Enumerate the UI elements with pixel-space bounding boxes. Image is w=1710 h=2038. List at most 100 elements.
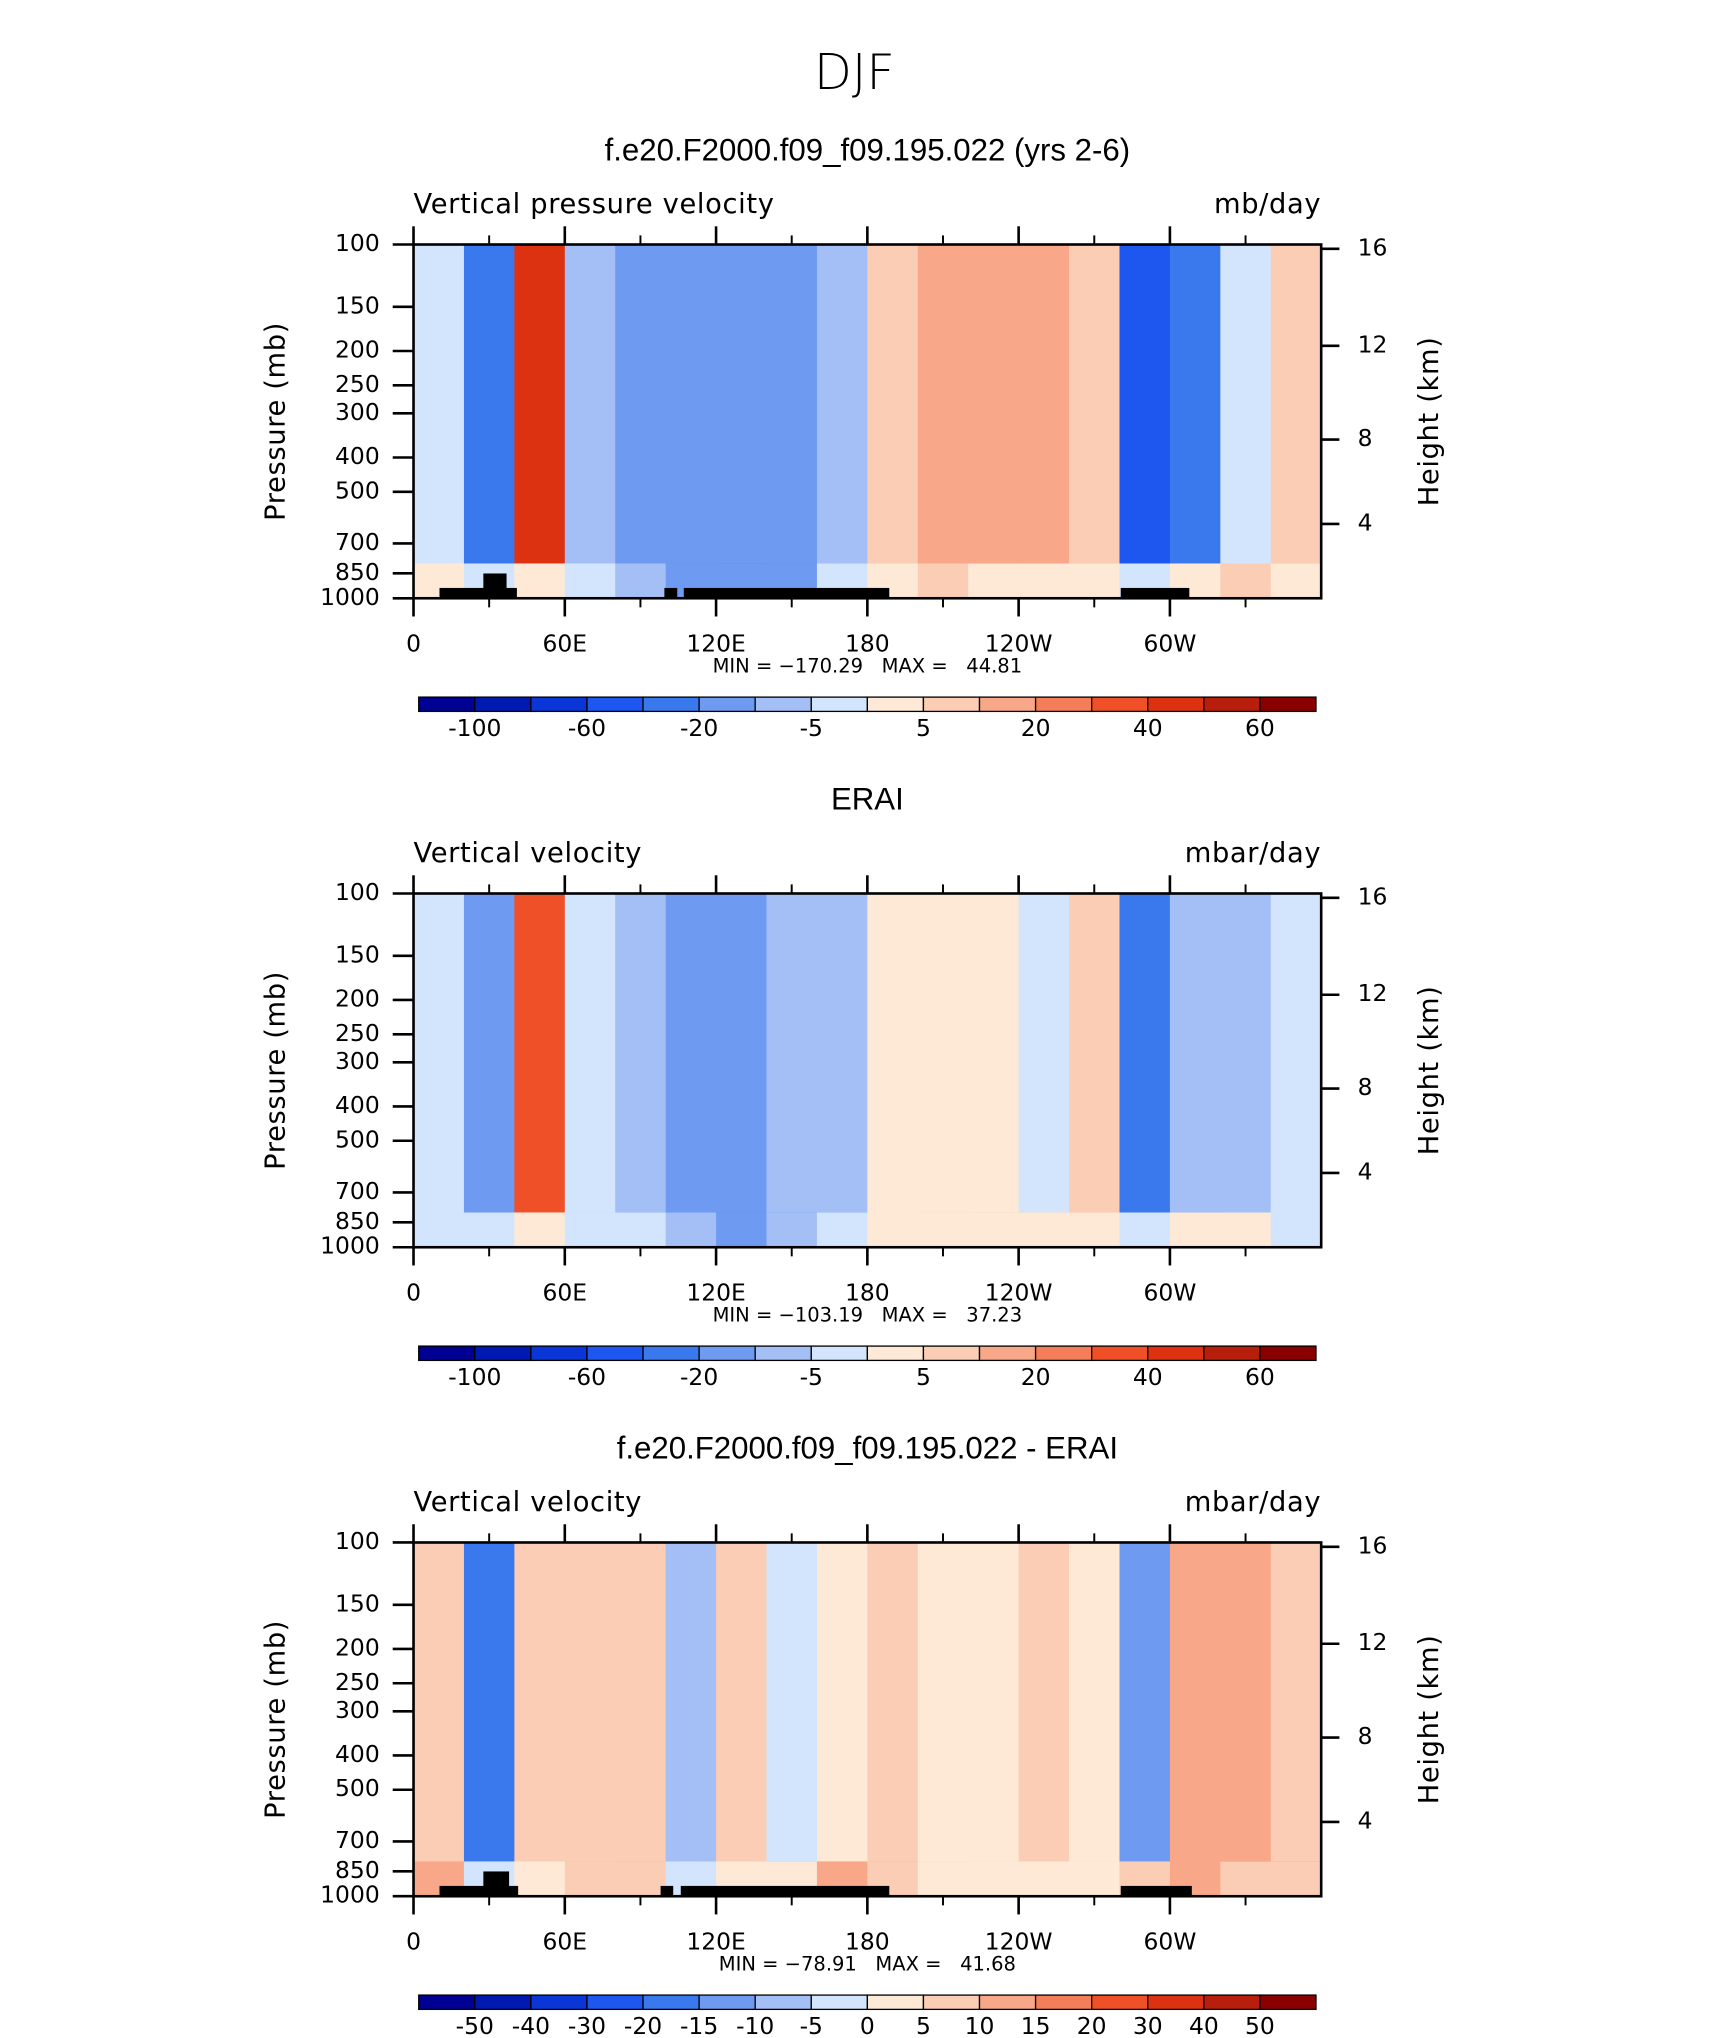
colorbar-label: -30	[568, 2012, 606, 2038]
field-cell	[514, 244, 566, 564]
right-string: mb/day	[1214, 189, 1321, 220]
field-cell	[413, 1542, 465, 1862]
x-tick-label: 60E	[543, 1928, 588, 1956]
y2-axis-label: Height (km)	[1414, 1634, 1445, 1804]
min-max: MIN = −103.19 MAX = 37.23	[713, 1304, 1023, 1327]
right-string: mbar/day	[1185, 838, 1321, 869]
field-cell	[716, 244, 768, 564]
colorbar-label: -60	[568, 1363, 606, 1391]
y-tick-label: 850	[335, 558, 380, 586]
colorbar-box	[978, 696, 1037, 713]
y-tick-label: 150	[335, 1589, 380, 1617]
y-tick-label: 700	[335, 528, 380, 556]
x-tick-label: 120W	[985, 630, 1053, 658]
colorbar-box	[1203, 696, 1261, 713]
colorbar-box	[418, 1994, 476, 2011]
colorbar-label: -5	[800, 1363, 823, 1391]
colorbar-box	[1259, 1994, 1317, 2011]
colorbar-label: -20	[624, 2012, 662, 2038]
colorbar-label: 5	[916, 1363, 931, 1391]
y-tick-label: 300	[335, 1696, 380, 1724]
field-cell	[1069, 244, 1121, 564]
y-tick-label: 400	[335, 1740, 380, 1768]
terrain	[680, 1885, 890, 1897]
colorbar-label: 20	[1021, 714, 1051, 742]
colorbar-box	[810, 1345, 869, 1362]
colorbar-box	[642, 1994, 700, 2011]
terrain	[683, 587, 890, 599]
x-tick-label: 180	[845, 1928, 890, 1956]
field-cell	[968, 893, 1020, 1213]
field-cell	[1270, 893, 1322, 1213]
x-tick-label: 0	[406, 1928, 421, 1956]
field-cell	[463, 244, 516, 564]
terrain	[1120, 1885, 1192, 1897]
colorbar-box	[1034, 696, 1093, 713]
field-cell	[1018, 1542, 1070, 1862]
y-tick-label: 300	[335, 398, 380, 426]
colorbar-label: 40	[1189, 2012, 1219, 2038]
colorbar-box	[754, 696, 812, 713]
panel-title: f.e20.F2000.f09_f09.195.022 - ERAI	[617, 1430, 1118, 1465]
y-tick-label: 250	[335, 1019, 380, 1047]
y-tick-label: 150	[335, 291, 380, 319]
y-axis-label: Pressure (mb)	[260, 1620, 291, 1819]
y2-tick-label: 16	[1358, 233, 1388, 261]
x-tick-label: 0	[406, 630, 421, 658]
colorbar-box	[530, 1345, 588, 1362]
figure-title: DJF	[814, 43, 895, 101]
colorbar-label: 10	[965, 2012, 995, 2038]
y-tick-label: 500	[335, 476, 380, 504]
colorbar-label: 30	[1133, 2012, 1163, 2038]
field-cell	[1119, 893, 1171, 1213]
colorbar-box	[754, 1994, 812, 2011]
y-tick-label: 200	[335, 984, 380, 1012]
y-tick-label: 700	[335, 1826, 380, 1854]
y-tick-label: 1000	[320, 583, 380, 611]
left-string: Vertical pressure velocity	[414, 189, 775, 220]
colorbar-box	[866, 1994, 925, 2011]
y-tick-label: 850	[335, 1856, 380, 1884]
y-tick-label: 300	[335, 1047, 380, 1075]
field-cell	[816, 893, 869, 1213]
colorbar-box	[474, 1994, 532, 2011]
left-string: Vertical velocity	[414, 838, 643, 869]
field-cell	[1018, 244, 1070, 564]
colorbar-box	[922, 1994, 981, 2011]
colorbar-label: 60	[1245, 714, 1275, 742]
field-cell	[463, 893, 516, 1213]
colorbar-box	[810, 696, 869, 713]
field-cell	[564, 893, 616, 1213]
y-tick-label: 400	[335, 442, 380, 470]
min-max: MIN = −170.29 MAX = 44.81	[713, 655, 1023, 678]
colorbar-box	[1203, 1994, 1261, 2011]
y-tick-label: 500	[335, 1774, 380, 1802]
colorbar-label: -5	[800, 714, 823, 742]
x-tick-label: 180	[845, 630, 890, 658]
x-tick-label: 0	[406, 1279, 421, 1307]
field-cell	[564, 244, 616, 564]
colorbar-box	[1203, 1345, 1261, 1362]
colorbar-box	[1147, 696, 1205, 713]
y-tick-label: 100	[335, 229, 380, 257]
min-max: MIN = −78.91 MAX = 41.68	[719, 1953, 1016, 1976]
colorbar-box	[1034, 1994, 1093, 2011]
colorbar-label: 40	[1133, 1363, 1163, 1391]
y-tick-label: 150	[335, 940, 380, 968]
y-tick-label: 200	[335, 335, 380, 363]
colorbar-box	[474, 696, 532, 713]
field-cell	[1169, 893, 1221, 1213]
field-cell	[665, 244, 717, 564]
field-cell	[716, 893, 768, 1213]
y2-tick-label: 8	[1358, 424, 1373, 452]
terrain	[439, 587, 517, 599]
colorbar-box	[474, 1345, 532, 1362]
y-tick-label: 100	[335, 878, 380, 906]
x-tick-label: 60E	[543, 630, 588, 658]
y-tick-label: 1000	[320, 1232, 380, 1260]
x-tick-label: 120W	[985, 1928, 1053, 1956]
field-cell	[968, 244, 1020, 564]
x-tick-label: 180	[845, 1279, 890, 1307]
colorbar-box	[922, 1345, 981, 1362]
field-cell	[615, 893, 667, 1213]
